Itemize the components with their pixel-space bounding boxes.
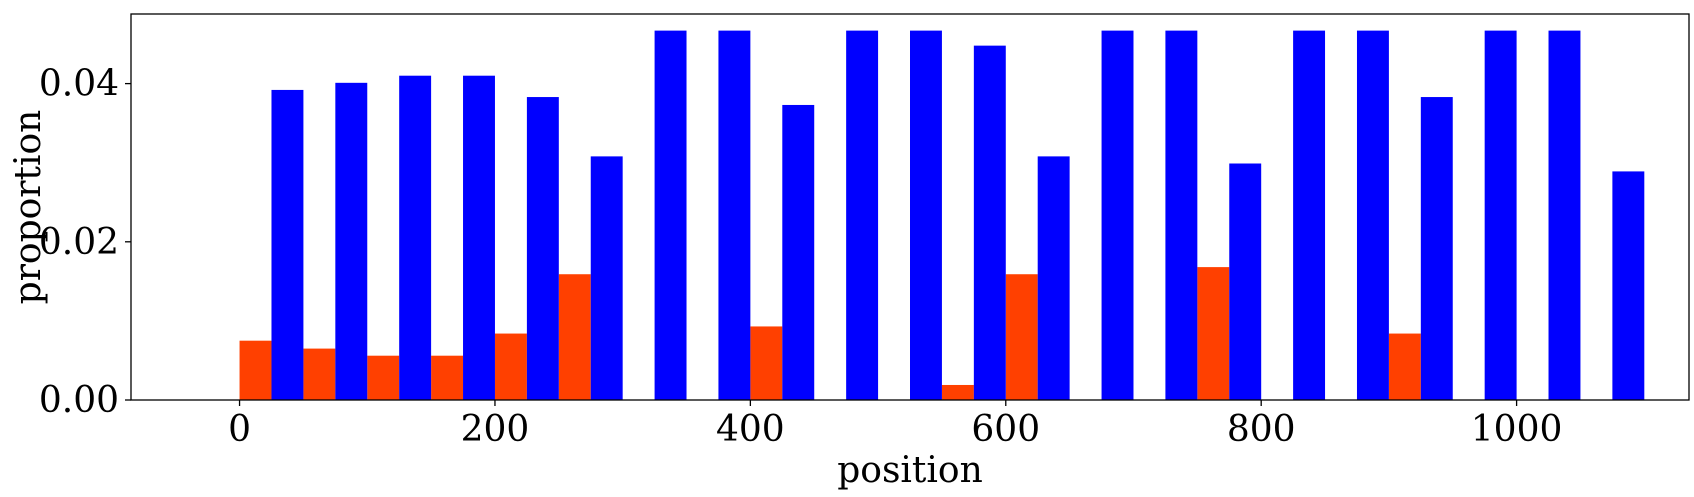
bar-series-2-13: [1101, 30, 1134, 401]
bar-series-2-21: [1612, 171, 1645, 400]
bar-series-2-18: [1420, 97, 1453, 401]
y-tick-label: 0.04: [39, 64, 119, 105]
bar-series-1-4: [494, 333, 527, 400]
bar-series-2-1: [335, 82, 368, 400]
y-axis-label: proportion: [8, 110, 49, 305]
x-tick-label: 800: [1227, 409, 1296, 450]
bar-series-1-2: [367, 355, 400, 400]
bar-series-1-3: [431, 355, 464, 400]
bar-series-2-3: [463, 75, 495, 400]
bar-series-1-6: [750, 326, 783, 400]
bar-series-2-2: [399, 75, 432, 400]
x-tick-label: 1000: [1471, 409, 1563, 450]
bar-series-1-7: [941, 384, 974, 400]
bar-series-1-8: [1005, 274, 1038, 400]
bars-group: [239, 30, 1645, 401]
bar-series-2-5: [590, 156, 623, 400]
bar-series-1-9: [1197, 267, 1230, 400]
bar-series-2-7: [718, 30, 751, 401]
y-tick-label: 0.02: [39, 222, 119, 263]
bar-series-1-10: [1388, 333, 1421, 400]
bar-series-2-0: [271, 89, 304, 401]
bar-series-2-11: [973, 45, 1006, 400]
bar-series-1-1: [303, 348, 336, 400]
x-tick-label: 200: [461, 409, 530, 450]
bar-series-2-20: [1548, 30, 1581, 401]
bar-series-2-17: [1356, 30, 1389, 401]
plot-frame: [130, 13, 1690, 401]
bar-series-2-9: [846, 30, 879, 401]
x-tick-label: 600: [971, 409, 1040, 450]
x-axis: 0 200 400 600 800 1000: [228, 400, 1562, 450]
bar-series-2-10: [910, 30, 942, 401]
bar-series-2-4: [526, 97, 559, 401]
y-tick-label: 0.00: [39, 380, 119, 421]
bar-series-2-15: [1229, 163, 1262, 400]
x-axis-label: position: [837, 450, 983, 491]
bar-series-2-16: [1293, 30, 1326, 401]
x-tick-label: 400: [716, 409, 785, 450]
bar-series-2-6: [654, 30, 687, 401]
bar-series-1-0: [239, 340, 272, 400]
y-axis: 0.00 0.02 0.04: [39, 64, 131, 421]
bar-series-2-12: [1037, 156, 1070, 400]
x-tick-label: 0: [228, 409, 251, 450]
bar-series-2-14: [1165, 30, 1198, 401]
bar-series-2-8: [782, 104, 815, 401]
bar-series-2-19: [1484, 30, 1517, 401]
bar-series-1-5: [558, 274, 591, 400]
